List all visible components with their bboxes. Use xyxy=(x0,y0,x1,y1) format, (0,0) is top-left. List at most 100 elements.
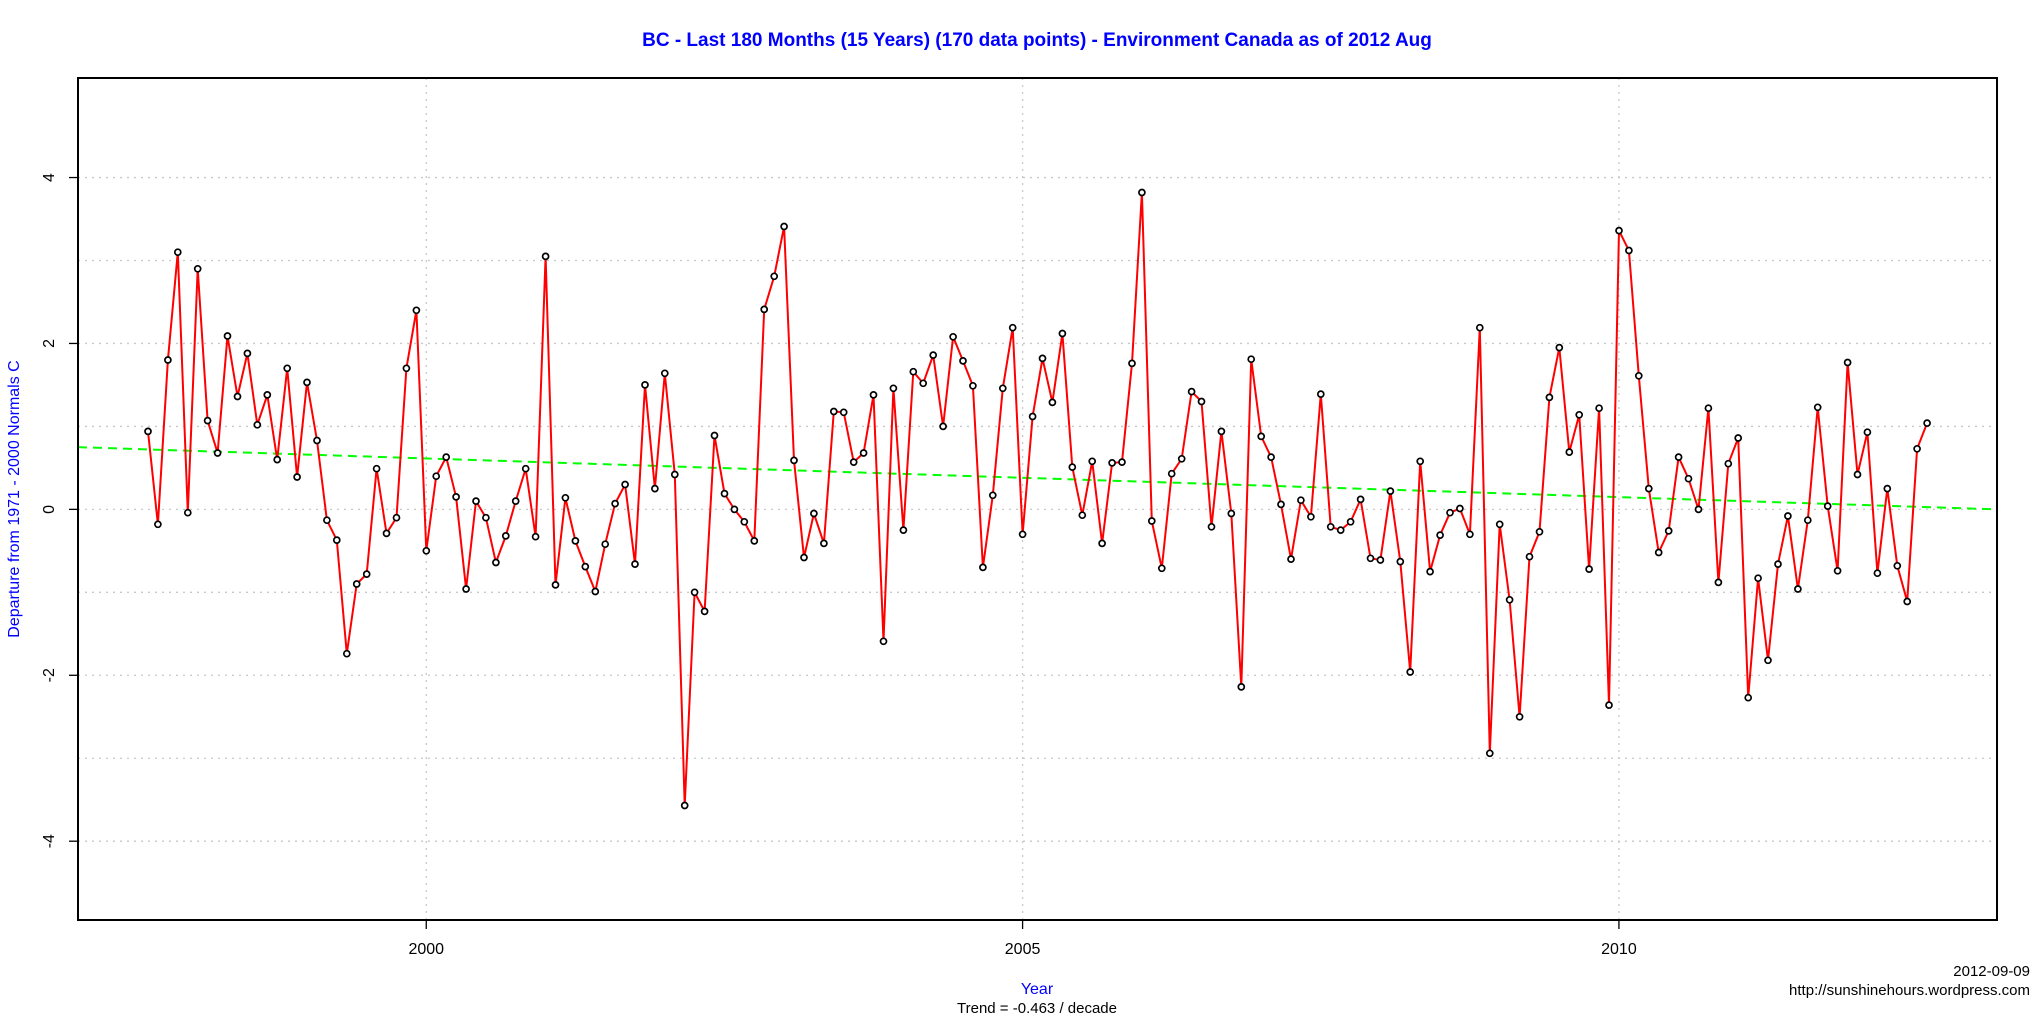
data-point xyxy=(1515,712,1524,721)
data-point xyxy=(1466,530,1474,539)
data-point xyxy=(1853,470,1862,479)
data-point xyxy=(303,378,311,387)
data-point xyxy=(1307,512,1315,521)
data-point xyxy=(1754,574,1762,583)
data-point xyxy=(432,472,441,481)
data-point xyxy=(283,364,292,373)
data-point xyxy=(680,801,689,810)
y-tick-label: 4 xyxy=(41,173,58,182)
data-point xyxy=(1237,683,1246,691)
footer-url: http://sunshinehours.wordpress.com xyxy=(1789,982,2030,999)
data-point xyxy=(243,349,252,358)
y-tick-label: 0 xyxy=(41,505,58,514)
data-point xyxy=(829,407,838,416)
data-point xyxy=(1108,459,1116,467)
data-point xyxy=(1565,448,1574,456)
data-point xyxy=(1396,557,1405,566)
data-point xyxy=(511,497,520,505)
data-point xyxy=(1098,539,1106,548)
data-point xyxy=(621,480,629,489)
data-point xyxy=(810,509,818,518)
data-point xyxy=(1585,565,1593,573)
data-point xyxy=(1008,323,1017,332)
data-point xyxy=(531,532,540,541)
data-point xyxy=(561,493,570,502)
data-point xyxy=(1326,522,1335,531)
data-point xyxy=(1157,564,1166,573)
data-point xyxy=(581,562,590,571)
data-point xyxy=(1287,555,1295,563)
data-point xyxy=(1644,484,1653,493)
data-point xyxy=(293,473,301,481)
data-point xyxy=(173,248,182,257)
data-point xyxy=(1068,463,1077,471)
data-point xyxy=(501,532,510,540)
data-point xyxy=(263,391,272,399)
data-point xyxy=(1555,343,1564,352)
trend-caption: Trend = -0.463 / decade xyxy=(957,1000,1117,1017)
data-point xyxy=(1217,427,1226,436)
data-point xyxy=(342,649,351,658)
data-point xyxy=(1416,457,1425,466)
data-point xyxy=(1714,578,1723,587)
data-point xyxy=(1923,419,1931,427)
data-point xyxy=(899,526,908,534)
data-point xyxy=(1734,434,1743,442)
data-point xyxy=(551,581,560,589)
data-point xyxy=(1128,359,1136,368)
trend-line xyxy=(77,446,1998,511)
data-point xyxy=(1147,517,1156,525)
data-point xyxy=(1575,410,1584,419)
data-point xyxy=(313,436,321,445)
data-point xyxy=(1207,522,1216,531)
data-point xyxy=(641,381,649,389)
data-point xyxy=(979,563,987,572)
data-point xyxy=(1873,569,1882,578)
data-point xyxy=(472,497,480,505)
grid-lines xyxy=(78,78,1997,920)
data-point xyxy=(1794,585,1802,593)
data-point xyxy=(631,560,639,568)
data-point xyxy=(402,364,411,373)
data-point xyxy=(1903,597,1912,606)
data-point xyxy=(1376,556,1385,564)
data-point xyxy=(1197,397,1206,406)
data-point xyxy=(213,449,222,457)
data-point xyxy=(1774,560,1782,568)
data-point xyxy=(760,305,769,314)
data-point xyxy=(879,637,888,646)
data-point xyxy=(1088,457,1097,466)
data-point xyxy=(700,607,709,616)
footer-date: 2012-09-09 xyxy=(1953,963,2030,980)
data-point xyxy=(1356,495,1365,504)
data-point xyxy=(1764,656,1772,665)
data-point xyxy=(919,379,928,388)
plot-frame xyxy=(77,77,1998,921)
data-point xyxy=(1505,595,1514,604)
data-point xyxy=(1525,552,1534,561)
data-point xyxy=(1297,496,1305,505)
x-tick-label: 2010 xyxy=(1601,941,1637,958)
data-point xyxy=(1605,701,1613,709)
y-tick-label: -2 xyxy=(41,668,58,682)
data-point xyxy=(839,408,848,417)
x-axis-label: Year xyxy=(1021,981,1054,998)
data-point xyxy=(462,585,470,593)
data-point xyxy=(1803,516,1812,525)
data-point xyxy=(164,356,172,364)
data-point xyxy=(1813,403,1822,412)
data-point xyxy=(1684,474,1693,483)
data-point xyxy=(1535,527,1544,536)
data-point xyxy=(1485,749,1494,758)
x-tick-label: 2005 xyxy=(1005,941,1041,958)
data-point xyxy=(273,455,282,464)
data-point xyxy=(452,493,460,501)
x-axis-ticks: 2000 2005 2010 xyxy=(408,920,1637,958)
data-point xyxy=(1545,393,1554,402)
data-point xyxy=(183,508,192,517)
data-point xyxy=(1634,371,1643,380)
y-axis-ticks: -4 -2 0 2 4 xyxy=(41,173,78,848)
data-point xyxy=(362,570,371,578)
data-point xyxy=(1495,520,1504,529)
